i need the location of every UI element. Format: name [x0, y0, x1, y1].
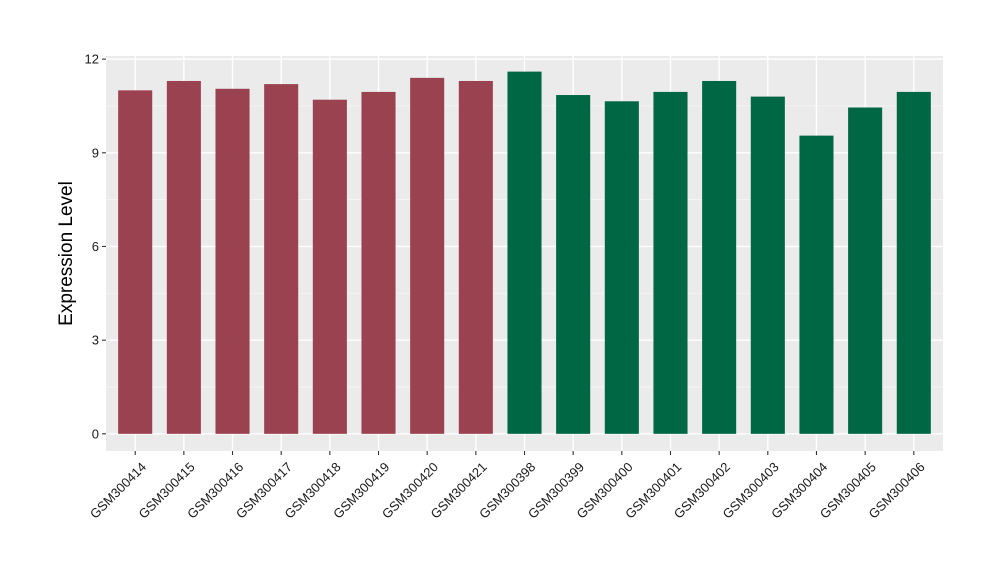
bar-gsm300403: [750, 96, 785, 434]
bar-gsm300404: [799, 135, 834, 434]
bar-gsm300401: [653, 91, 688, 434]
bar-gsm300398: [507, 71, 542, 434]
bar-gsm300400: [604, 101, 639, 434]
y-tick-label: 12: [85, 52, 99, 67]
bar-gsm300399: [556, 95, 591, 434]
y-axis: 0 3 6 9 12: [85, 52, 106, 441]
y-tick-label: 3: [92, 333, 99, 348]
bar-gsm300420: [410, 77, 445, 434]
bar-gsm300405: [848, 107, 883, 434]
bar-gsm300421: [458, 80, 493, 434]
bar-gsm300406: [896, 91, 931, 434]
y-axis-title: Expression Level: [56, 181, 77, 326]
bar-gsm300402: [702, 80, 737, 434]
bar-gsm300417: [264, 84, 299, 434]
bar-gsm300419: [361, 91, 396, 434]
bars: [118, 71, 931, 434]
bar-gsm300415: [166, 80, 201, 434]
x-axis: GSM300414GSM300415GSM300416GSM300417GSM3…: [87, 451, 928, 522]
bar-gsm300418: [312, 99, 347, 434]
bar-gsm300416: [215, 88, 250, 434]
y-tick-label: 9: [92, 145, 99, 160]
bar-gsm300414: [118, 90, 153, 434]
y-tick-label: 6: [92, 239, 99, 254]
y-tick-label: 0: [92, 426, 99, 441]
